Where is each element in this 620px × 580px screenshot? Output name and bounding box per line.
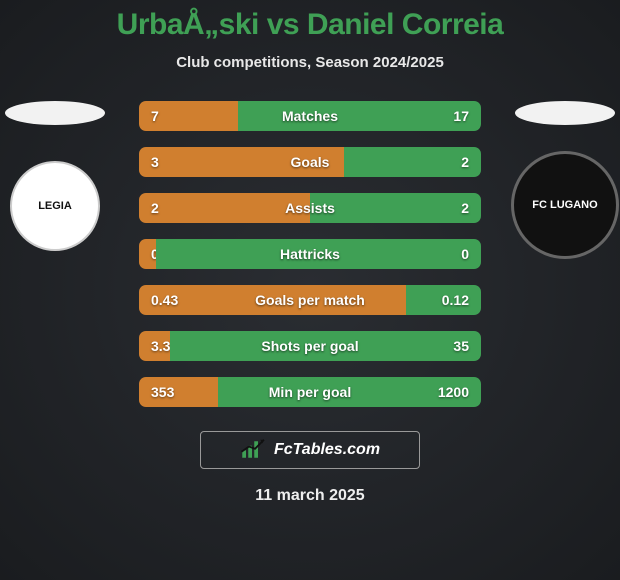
stat-left-segment: 3.33 — [139, 331, 170, 361]
right-flag-placeholder — [515, 101, 615, 125]
left-player-column: LEGIA — [0, 101, 110, 251]
left-club-badge: LEGIA — [10, 161, 100, 251]
right-club-badge: FC LUGANO — [511, 151, 619, 259]
stat-left-segment: 2 — [139, 193, 310, 223]
stat-left-segment: 353 — [139, 377, 218, 407]
stat-right-segment: 2 — [310, 193, 481, 223]
page-title: UrbaÅ„ski vs Daniel Correia — [0, 0, 620, 42]
right-player-column: FC LUGANO — [510, 101, 620, 259]
stat-row: 3531200Min per goal — [139, 377, 481, 407]
subtitle: Club competitions, Season 2024/2025 — [0, 54, 620, 71]
brand-chart-icon — [240, 436, 270, 465]
stat-right-segment: 0.12 — [406, 285, 481, 315]
stat-right-segment: 2 — [344, 147, 481, 177]
stat-right-segment: 35 — [170, 331, 481, 361]
stat-row: 717Matches — [139, 101, 481, 131]
stat-right-segment: 0 — [156, 239, 481, 269]
comparison-content: LEGIA FC LUGANO 717Matches 32Goals 22Assis… — [0, 101, 620, 407]
stat-left-segment: 7 — [139, 101, 238, 131]
left-flag-placeholder — [5, 101, 105, 125]
stat-left-segment: 3 — [139, 147, 344, 177]
stat-row: 22Assists — [139, 193, 481, 223]
stat-right-segment: 17 — [238, 101, 481, 131]
brand-text: FcTables.com — [274, 441, 380, 459]
date-text: 11 march 2025 — [0, 487, 620, 505]
stat-row: 0.430.12Goals per match — [139, 285, 481, 315]
stat-right-segment: 1200 — [218, 377, 481, 407]
stat-bars-container: 717Matches 32Goals 22Assists 00Hattricks 0.4… — [139, 101, 481, 407]
stat-row: 3.3335Shots per goal — [139, 331, 481, 361]
brand-box[interactable]: FcTables.com — [200, 431, 420, 469]
stat-left-segment: 0 — [139, 239, 156, 269]
stat-left-segment: 0.43 — [139, 285, 406, 315]
stat-row: 00Hattricks — [139, 239, 481, 269]
stat-row: 32Goals — [139, 147, 481, 177]
